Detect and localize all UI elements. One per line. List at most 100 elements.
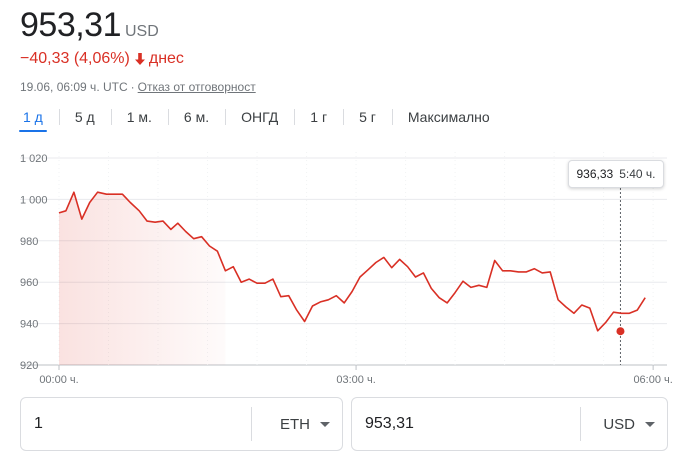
price-point (106, 193, 108, 195)
change-value: −40,33 (4,06%) (20, 50, 130, 67)
y-tick-label: 960 (20, 277, 38, 289)
price-point (201, 236, 203, 238)
price-point (122, 193, 124, 195)
price-point (177, 222, 179, 224)
price-point (470, 287, 472, 289)
tab-range[interactable]: 5 д (58, 104, 111, 130)
price-point (248, 278, 250, 280)
price-point (81, 218, 83, 220)
price-point (518, 271, 520, 273)
current-price: 953,31 (20, 6, 122, 44)
price-point (407, 266, 409, 268)
price-chart: 1 020 1 000 980 960 940 920 00:00 ч. 03:00 ч. 06… (0, 140, 684, 390)
tab-range[interactable]: 6 м. (167, 104, 225, 130)
price-point (589, 307, 591, 309)
price-point (629, 313, 631, 315)
price-point (526, 271, 528, 273)
tab-range[interactable]: 1 м. (110, 104, 168, 130)
price-point (170, 229, 172, 231)
price-point (320, 301, 322, 303)
price-point (367, 269, 369, 271)
x-tick-label: 03:00 ч. (336, 374, 375, 386)
price-point (193, 238, 195, 240)
y-tick-label: 940 (20, 319, 38, 331)
y-tick-label: 920 (20, 360, 38, 372)
price-point (557, 299, 559, 301)
converter-divider (580, 407, 581, 441)
price-point (446, 302, 448, 304)
price-point (478, 285, 480, 287)
quote-timestamp: 19.06, 06:09 ч. UTC (20, 80, 128, 94)
converter-to: 953,31 USD (351, 397, 668, 451)
price-point (130, 202, 132, 204)
price-point (264, 282, 266, 284)
price-point (256, 282, 258, 284)
price-point (65, 210, 67, 212)
price-point (391, 267, 393, 269)
tooltip-time: 5:40 ч. (619, 167, 656, 181)
tab-range[interactable]: ОНГД (225, 104, 294, 130)
to-amount-input[interactable]: 953,31 (365, 415, 414, 432)
price-point (217, 250, 219, 252)
price-point (328, 299, 330, 301)
price-point (351, 291, 353, 293)
price-line (58, 191, 646, 332)
price-point (185, 231, 187, 233)
price-point (423, 272, 425, 274)
tab-range[interactable]: 1 д (7, 104, 59, 132)
price-point (454, 292, 456, 294)
price-point (233, 266, 235, 268)
from-amount-input[interactable]: 1 (34, 415, 43, 432)
price-point (288, 295, 290, 297)
y-tick-label: 980 (20, 236, 38, 248)
price-point (644, 297, 646, 299)
price-point (621, 313, 623, 315)
price-change: −40,33 (4,06%) днес (20, 50, 184, 68)
x-tick-label: 00:00 ч. (39, 374, 78, 386)
price-point (146, 220, 148, 222)
to-currency-select[interactable]: USD (581, 416, 667, 433)
price-point (296, 309, 298, 311)
meta-separator: · (130, 80, 135, 94)
price-point (58, 212, 60, 214)
tab-range[interactable]: 1 г (294, 104, 343, 130)
price-point (613, 311, 615, 313)
price-point (494, 260, 496, 262)
price-point (336, 295, 338, 297)
price-point (225, 270, 227, 272)
price-point (343, 302, 345, 304)
chart-area-fill (59, 192, 226, 365)
tab-range[interactable]: Максимално (391, 104, 506, 130)
price-point (462, 280, 464, 282)
caret-down-icon (320, 421, 330, 427)
price-point (597, 330, 599, 332)
price-point (73, 191, 75, 193)
price-point (486, 287, 488, 289)
price-point (154, 221, 156, 223)
tab-range[interactable]: 5 г (343, 104, 392, 130)
price-point (438, 297, 440, 299)
price-point (565, 306, 567, 308)
price-point (383, 257, 385, 259)
quote-meta: 19.06, 06:09 ч. UTC · Отказ от отговорност (20, 80, 256, 94)
from-currency-select[interactable]: ETH (252, 416, 342, 433)
from-currency-label: ETH (280, 415, 310, 433)
converter-divider (251, 407, 252, 441)
tooltip-value: 936,33 (576, 167, 614, 181)
price-point (431, 288, 433, 290)
price-point (359, 276, 361, 278)
y-tick-label: 1 020 (20, 153, 48, 165)
price-point (399, 259, 401, 261)
price-point (541, 272, 543, 274)
price-point (549, 271, 551, 273)
price-point (375, 262, 377, 264)
price-point (534, 268, 536, 270)
caret-down-icon (645, 421, 655, 427)
disclaimer-link[interactable]: Отказ от отговорност (137, 80, 256, 94)
price-point (415, 276, 417, 278)
to-currency-label: USD (603, 415, 635, 433)
price-point (138, 210, 140, 212)
price-point (89, 202, 91, 204)
